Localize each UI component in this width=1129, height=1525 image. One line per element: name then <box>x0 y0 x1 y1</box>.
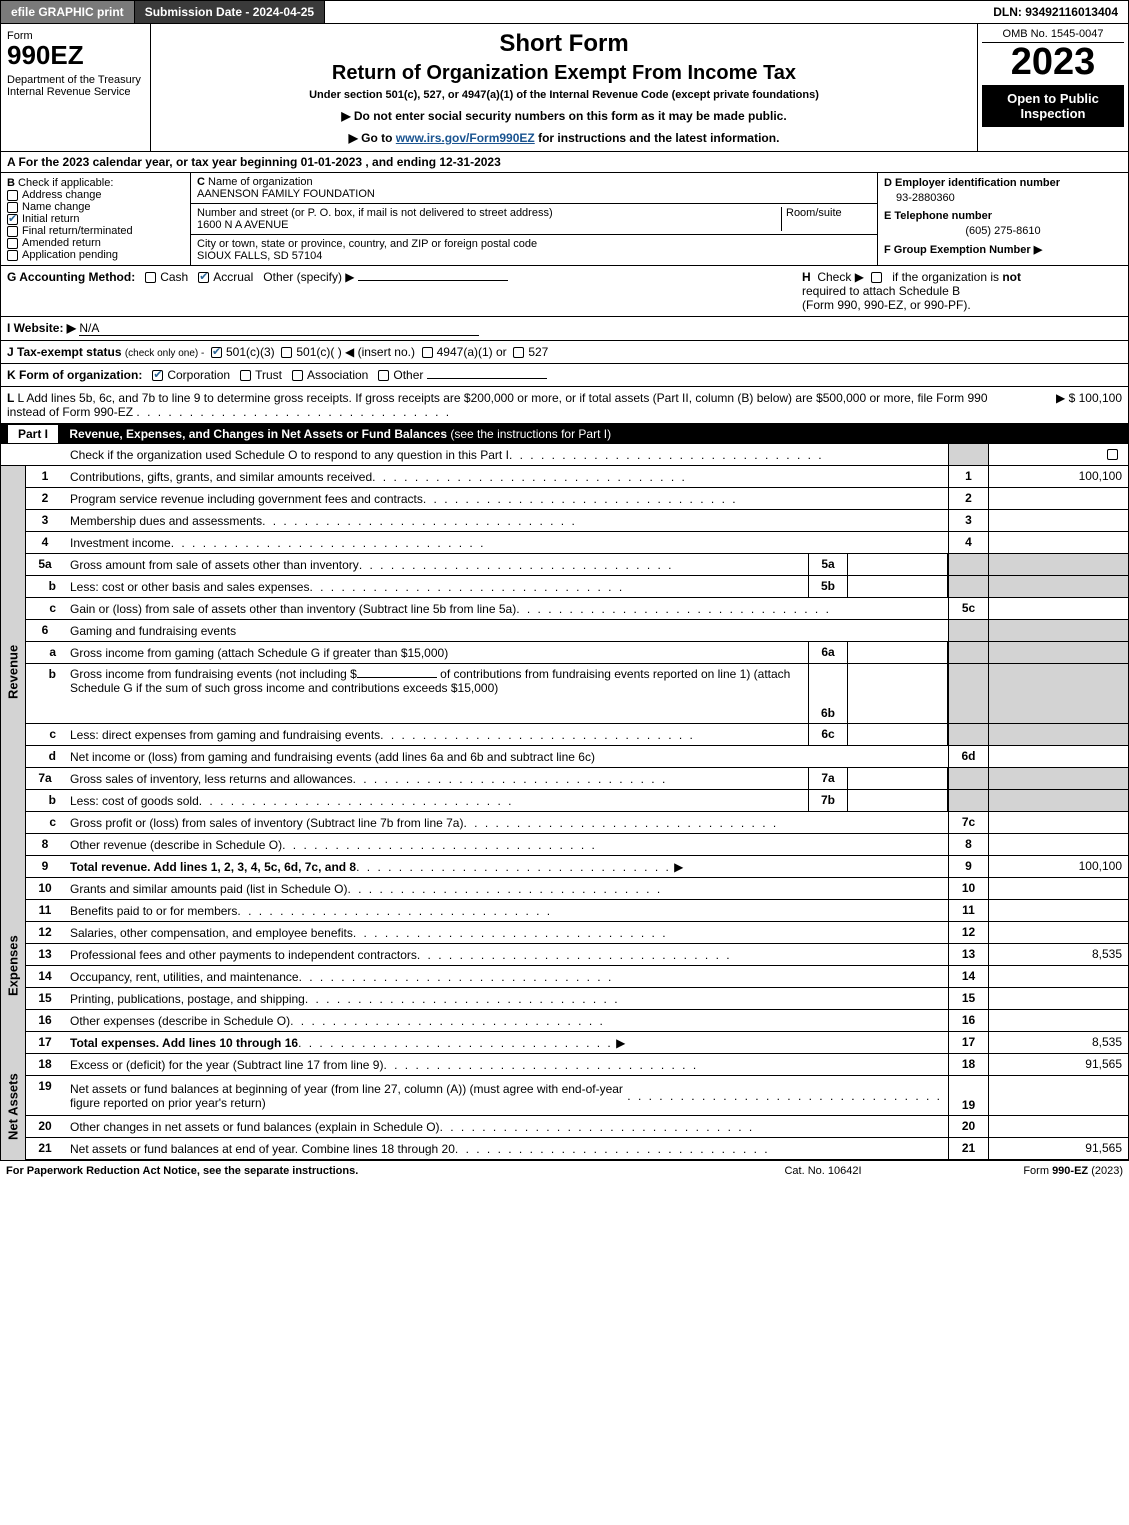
cb-final-return[interactable] <box>7 226 18 237</box>
cb-other-org[interactable] <box>378 370 389 381</box>
line-8: 8Other revenue (describe in Schedule O)8 <box>25 834 1129 856</box>
room-suite: Room/suite <box>781 207 871 231</box>
line-16: 16Other expenses (describe in Schedule O… <box>25 1010 1129 1032</box>
section-bcdef: B Check if applicable: Address change Na… <box>0 173 1129 266</box>
line-15: 15Printing, publications, postage, and s… <box>25 988 1129 1010</box>
line-19: 19Net assets or fund balances at beginni… <box>25 1076 1129 1116</box>
goto-note: ▶ Go to www.irs.gov/Form990EZ for instru… <box>161 131 967 145</box>
line-1: 1Contributions, gifts, grants, and simil… <box>25 466 1129 488</box>
cb-application-pending[interactable] <box>7 250 18 261</box>
line-6d: dNet income or (loss) from gaming and fu… <box>25 746 1129 768</box>
col-def: D Employer identification number 93-2880… <box>878 173 1128 265</box>
revenue-side-label: Revenue <box>0 466 25 878</box>
section-k: K Form of organization: Corporation Trus… <box>0 364 1129 387</box>
line-5b: bLess: cost or other basis and sales exp… <box>25 576 1129 598</box>
telephone: (605) 275-8610 <box>884 222 1122 243</box>
cb-501c[interactable] <box>281 347 292 358</box>
line-7c: cGross profit or (loss) from sales of in… <box>25 812 1129 834</box>
net-assets-side-label: Net Assets <box>0 1054 25 1160</box>
line-6: 6Gaming and fundraising events <box>25 620 1129 642</box>
cb-4947[interactable] <box>422 347 433 358</box>
section-i: I Website: ▶ N/A <box>0 317 1129 341</box>
cb-address-change[interactable] <box>7 190 18 201</box>
line-6c: cLess: direct expenses from gaming and f… <box>25 724 1129 746</box>
line-2: 2Program service revenue including gover… <box>25 488 1129 510</box>
cb-527[interactable] <box>513 347 524 358</box>
efile-print-button[interactable]: efile GRAPHIC print <box>1 1 135 23</box>
cb-schedule-o[interactable] <box>1107 449 1118 460</box>
irs-link[interactable]: www.irs.gov/Form990EZ <box>396 131 535 145</box>
expenses-block: Expenses 10Grants and similar amounts pa… <box>0 878 1129 1054</box>
line-3: 3Membership dues and assessments3 <box>25 510 1129 532</box>
line-18: 18Excess or (deficit) for the year (Subt… <box>25 1054 1129 1076</box>
cb-initial-return[interactable] <box>7 214 18 225</box>
cb-501c3[interactable] <box>211 347 222 358</box>
cb-corporation[interactable] <box>152 370 163 381</box>
net-assets-block: Net Assets 18Excess or (deficit) for the… <box>0 1054 1129 1160</box>
form-number: 990EZ <box>7 42 144 68</box>
line-9: 9Total revenue. Add lines 1, 2, 3, 4, 5c… <box>25 856 1129 878</box>
expenses-side-label: Expenses <box>0 878 25 1054</box>
line-13: 13Professional fees and other payments t… <box>25 944 1129 966</box>
line-10: 10Grants and similar amounts paid (list … <box>25 878 1129 900</box>
cb-amended-return[interactable] <box>7 238 18 249</box>
other-org-input[interactable] <box>427 378 547 379</box>
line-11: 11Benefits paid to or for members11 <box>25 900 1129 922</box>
line-6a: aGross income from gaming (attach Schedu… <box>25 642 1129 664</box>
section-gh: G Accounting Method: Cash Accrual Other … <box>0 266 1129 317</box>
org-city: SIOUX FALLS, SD 57104 <box>197 250 322 262</box>
revenue-block: Revenue 1Contributions, gifts, grants, a… <box>0 466 1129 878</box>
line-5a: 5aGross amount from sale of assets other… <box>25 554 1129 576</box>
part1-check-row: Check if the organization used Schedule … <box>0 444 1129 466</box>
form-ref: Form 990-EZ (2023) <box>923 1165 1123 1177</box>
contrib-amount-input[interactable] <box>357 677 437 678</box>
header-title-block: Short Form Return of Organization Exempt… <box>151 24 978 151</box>
line-5c: cGain or (loss) from sale of assets othe… <box>25 598 1129 620</box>
line-4: 4Investment income4 <box>25 532 1129 554</box>
subtitle: Under section 501(c), 527, or 4947(a)(1)… <box>161 89 967 101</box>
cb-trust[interactable] <box>240 370 251 381</box>
line-7b: bLess: cost of goods sold7b <box>25 790 1129 812</box>
cb-cash[interactable] <box>145 272 156 283</box>
line-7a: 7aGross sales of inventory, less returns… <box>25 768 1129 790</box>
group-exemption: F Group Exemption Number ▶ <box>884 243 1122 256</box>
section-l: L L Add lines 5b, 6c, and 7b to line 9 t… <box>0 387 1129 424</box>
org-name: AANENSON FAMILY FOUNDATION <box>197 188 375 200</box>
other-method-input[interactable] <box>358 280 508 281</box>
catalog-number: Cat. No. 10642I <box>723 1165 923 1177</box>
paperwork-notice: For Paperwork Reduction Act Notice, see … <box>6 1165 723 1177</box>
line-17: 17Total expenses. Add lines 10 through 1… <box>25 1032 1129 1054</box>
submission-date-button[interactable]: Submission Date - 2024-04-25 <box>135 1 325 23</box>
open-inspection-box: Open to Public Inspection <box>982 85 1124 127</box>
header-right: OMB No. 1545-0047 2023 Open to Public In… <box>978 24 1128 151</box>
col-b: B Check if applicable: Address change Na… <box>1 173 191 265</box>
gross-receipts: ▶ $ 100,100 <box>1002 391 1122 419</box>
ssn-warning: ▶ Do not enter social security numbers o… <box>161 109 967 123</box>
cb-schedule-b[interactable] <box>871 272 882 283</box>
line-14: 14Occupancy, rent, utilities, and mainte… <box>25 966 1129 988</box>
title-return: Return of Organization Exempt From Incom… <box>161 62 967 85</box>
dln-label: DLN: 93492116013404 <box>983 1 1128 23</box>
ein: 93-2880360 <box>884 189 1122 210</box>
page-footer: For Paperwork Reduction Act Notice, see … <box>0 1160 1129 1181</box>
line-21: 21Net assets or fund balances at end of … <box>25 1138 1129 1160</box>
line-6b: bGross income from fundraising events (n… <box>25 664 1129 724</box>
cb-accrual[interactable] <box>198 272 209 283</box>
form-header: Form 990EZ Department of the Treasury In… <box>0 24 1129 152</box>
website-value: N/A <box>79 321 479 336</box>
line-a: A For the 2023 calendar year, or tax yea… <box>0 152 1129 173</box>
line-20: 20Other changes in net assets or fund ba… <box>25 1116 1129 1138</box>
org-address: 1600 N A AVENUE <box>197 219 289 231</box>
title-short-form: Short Form <box>161 30 967 58</box>
top-bar: efile GRAPHIC print Submission Date - 20… <box>0 0 1129 24</box>
col-c: C Name of organization AANENSON FAMILY F… <box>191 173 878 265</box>
line-12: 12Salaries, other compensation, and empl… <box>25 922 1129 944</box>
tax-year: 2023 <box>982 43 1124 81</box>
part1-header: Part I Revenue, Expenses, and Changes in… <box>0 424 1129 444</box>
section-j: J Tax-exempt status (check only one) - 5… <box>0 341 1129 364</box>
department-label: Department of the Treasury Internal Reve… <box>7 74 144 98</box>
cb-association[interactable] <box>292 370 303 381</box>
header-left: Form 990EZ Department of the Treasury In… <box>1 24 151 151</box>
